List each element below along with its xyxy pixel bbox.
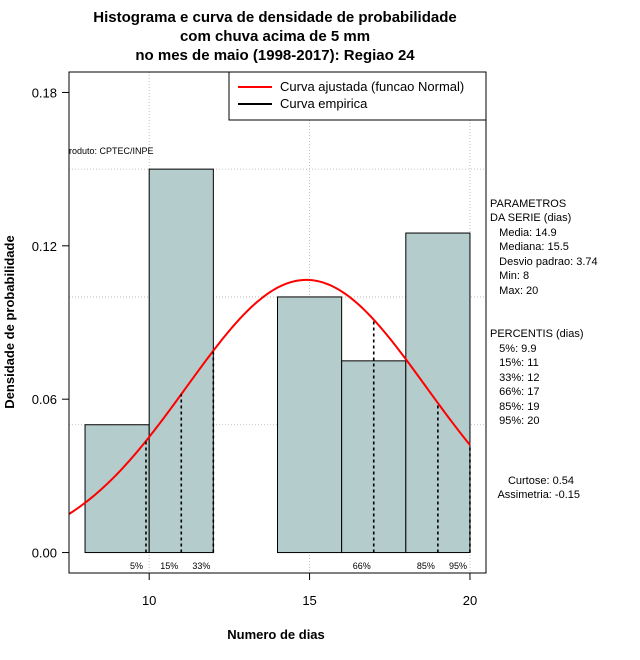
normal-fit-curve (68, 278, 471, 515)
percentile-label: 85% (417, 561, 435, 571)
y-tick-label: 0.06 (32, 392, 57, 407)
percentile-line: 66%: 17 (490, 386, 540, 398)
side-panel-shape: Curtose: 0.54 Assimetria: -0.15 (497, 475, 580, 501)
percentile-lines: 5% 15% 33% 66% 85% 95% (130, 319, 471, 571)
chart-title-line-3: no mes de maio (1998-2017): Regiao 24 (135, 47, 415, 64)
percentile-line: 95%: 20 (490, 415, 540, 427)
x-tick-label: 20 (463, 593, 477, 608)
skewness-text: Assimetria: -0.15 (497, 489, 580, 501)
percentile-label: 15% (160, 561, 178, 571)
legend-box (228, 71, 487, 121)
axes: 10 15 20 0.00 0.06 0.12 0.18 (32, 85, 478, 608)
param-line: Min: 8 (490, 270, 529, 282)
x-tick-label: 10 (142, 593, 156, 608)
x-tick-label: 15 (302, 593, 316, 608)
kurtosis-text: Curtose: 0.54 (508, 475, 574, 487)
param-line: Desvio padrao: 3.74 (490, 256, 598, 268)
param-line: Mediana: 15.5 (490, 241, 569, 253)
y-axis-title: Densidade de probabilidade (2, 235, 17, 408)
legend: Curva ajustada (funcao Normal) Curva emp… (228, 71, 487, 121)
param-line: Max: 20 (490, 285, 538, 297)
y-tick-label: 0.12 (32, 239, 57, 254)
chart-title-line-2: com chuva acima de 5 mm (180, 28, 370, 45)
histogram-bar (405, 232, 471, 554)
histogram-bar (148, 168, 214, 554)
y-tick-label: 0.00 (32, 546, 57, 561)
chart-title-line-1: Histograma e curva de densidade de proba… (93, 9, 456, 26)
percentile-line: 15%: 11 (490, 357, 539, 369)
legend-label-fitted-curve: Curva ajustada (funcao Normal) (280, 79, 464, 94)
y-tick-label: 0.18 (32, 85, 57, 100)
percentile-label: 95% (449, 561, 467, 571)
legend-label-empirical-curve: Curva empirica (280, 96, 368, 111)
param-line: Media: 14.9 (490, 227, 557, 239)
histogram-bar (277, 296, 343, 554)
param-line: PARAMETROS (490, 198, 566, 210)
normal-curve-layer (68, 278, 471, 515)
histogram-bar (84, 424, 150, 554)
percentile-label: 5% (130, 561, 143, 571)
product-note: roduto: CPTEC/INPE (69, 146, 154, 156)
percentile-label: 33% (192, 561, 210, 571)
percentile-line: 33%: 12 (490, 372, 540, 384)
histogram-bars (84, 168, 471, 554)
x-axis-title: Numero de dias (227, 627, 325, 642)
side-panel-parameters: PARAMETROS DA SERIE (dias) Media: 14.9 M… (490, 198, 598, 297)
percentile-line: PERCENTIS (dias) (490, 328, 584, 340)
percentile-line: 85%: 19 (490, 401, 540, 413)
side-panel-percentiles: PERCENTIS (dias) 5%: 9.9 15%: 11 33%: 12… (490, 328, 584, 427)
percentile-line: 5%: 9.9 (490, 343, 536, 355)
param-line: DA SERIE (dias) (490, 212, 571, 224)
percentile-label: 66% (353, 561, 371, 571)
